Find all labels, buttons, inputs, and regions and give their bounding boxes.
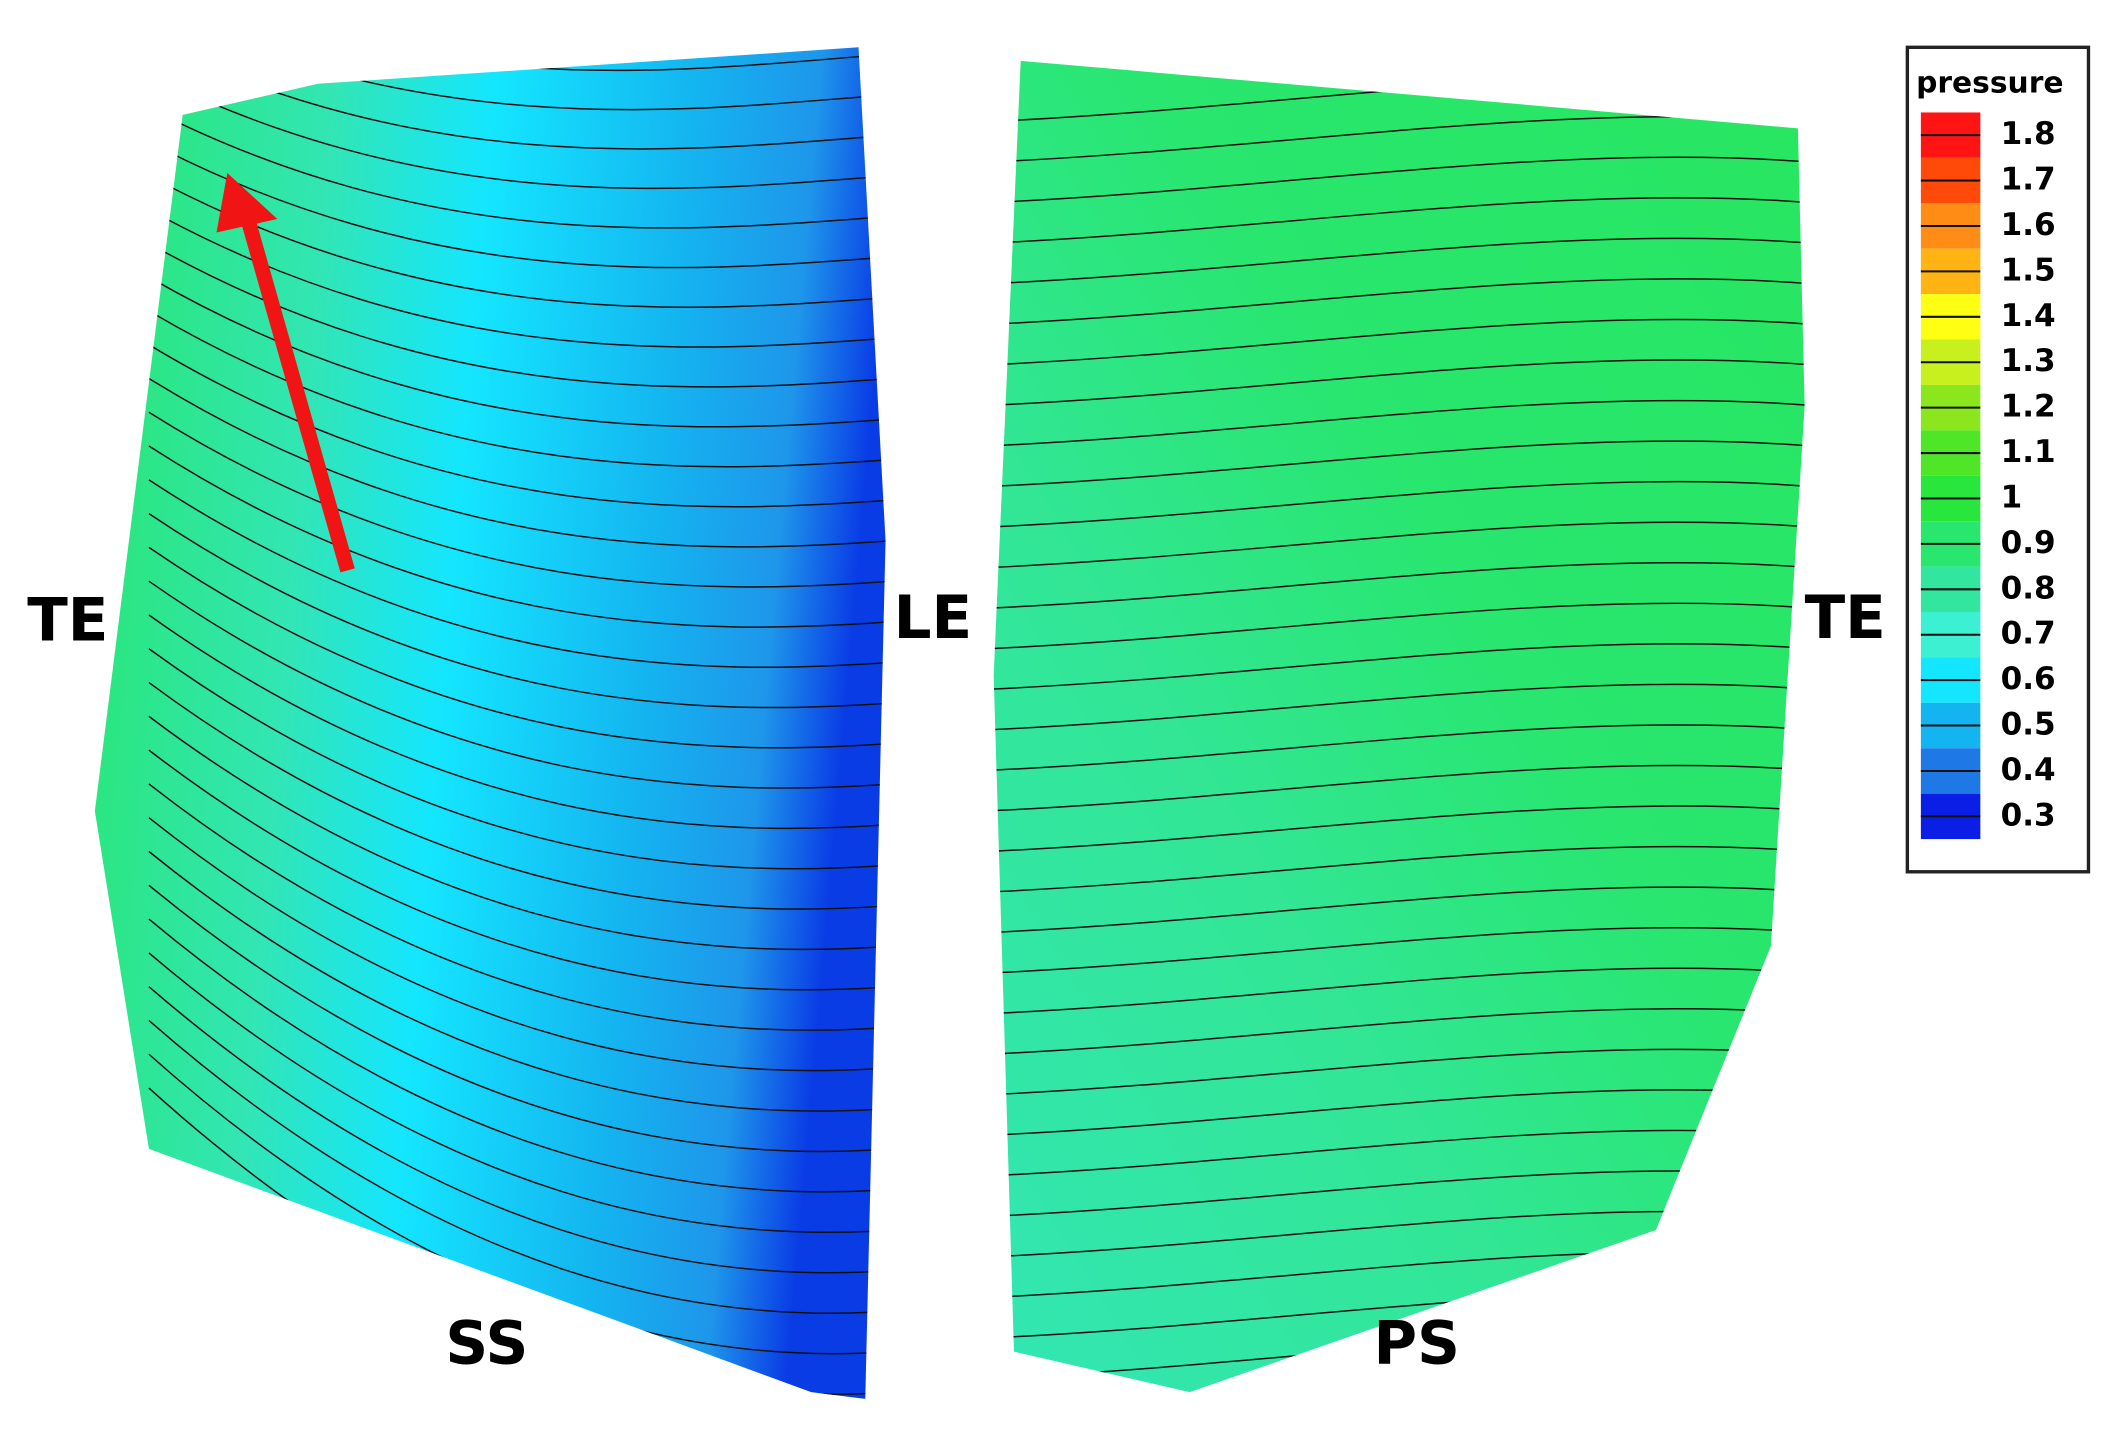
streamline [148,884,886,1153]
streamline [148,47,886,72]
legend-label: 0.8 [2001,570,2056,606]
legend: pressure 1.8 1.7 1.6 1.5 1.4 1.3 1.2 1.1 1 0.9 0.8… [1905,45,2091,874]
legend-label: 0.5 [2001,707,2056,743]
streamline [148,850,886,1112]
streamline [148,344,886,508]
streamline [148,73,886,190]
streamline [148,377,886,548]
legend-label: 1.1 [2001,434,2056,470]
streamline [148,783,886,1031]
streamline [993,156,1805,204]
streamline [993,359,1805,407]
streamline [148,445,886,628]
legend-label: 1.2 [2001,389,2056,425]
flow-arrow [216,173,355,573]
streamline [993,480,1805,528]
streamline [148,681,886,910]
streamline [148,918,886,1193]
legend-label: 0.6 [2001,661,2056,697]
streamline [148,310,886,468]
te-label: TE [1805,584,1886,653]
streamline [993,521,1805,569]
streamline [148,512,886,709]
legend-label: 0.9 [2001,525,2056,561]
streamline [993,886,1805,934]
legend-title: pressure [1916,65,2063,100]
legend-label: 1.8 [2001,116,2056,152]
streamline [148,580,886,789]
legend-label: 0.4 [2001,752,2056,788]
streamline [148,479,886,669]
streamline [148,952,886,1234]
streamline [148,175,886,308]
streamline [993,683,1805,731]
streamlines-right [987,75,1811,1430]
streamline [993,1007,1805,1055]
streamline [993,1372,1805,1393]
streamline [148,986,886,1274]
streamline [148,715,886,951]
streamline [993,237,1805,285]
streamline [148,208,886,348]
streamline [993,805,1805,853]
legend-label: 1 [2001,479,2023,515]
legend-label: 1.7 [2001,162,2056,198]
ss-label: SS [445,1310,528,1379]
streamline [148,817,886,1072]
legend-label: 1.3 [2001,343,2056,379]
streamline [148,1019,886,1314]
streamline [993,764,1805,812]
arrow-head [216,173,278,233]
streamline [993,278,1805,326]
streamline [993,724,1805,772]
pressure-side-surface [993,60,1805,1393]
streamline [148,107,886,229]
streamline [993,318,1805,366]
streamline [993,399,1805,447]
legend-label: 0.7 [2001,616,2056,652]
streamline [148,546,886,749]
te-label: TE [27,587,108,656]
streamline [148,614,886,830]
streamline [993,1048,1805,1096]
ps-label: PS [1374,1310,1460,1379]
arrow-shaft [241,220,355,573]
legend-label: 1.4 [2001,298,2056,334]
le-label: LE [894,584,973,653]
streamlines-left [148,47,886,1395]
streamline [987,1414,1811,1430]
streamline [148,411,886,588]
streamline [993,926,1805,974]
streamline [993,967,1805,1015]
streamline [148,648,886,870]
streamline [993,440,1805,488]
streamline [993,602,1805,650]
streamline [993,845,1805,893]
legend-label: 1.5 [2001,252,2056,288]
streamline [993,561,1805,609]
streamline [993,197,1805,245]
streamline [993,643,1805,691]
streamline [148,141,886,269]
streamline [993,1089,1805,1137]
legend-label: 0.3 [2001,797,2056,833]
legend-label: 1.6 [2001,207,2056,243]
suction-side-surface [94,47,886,1399]
streamline [148,749,886,991]
